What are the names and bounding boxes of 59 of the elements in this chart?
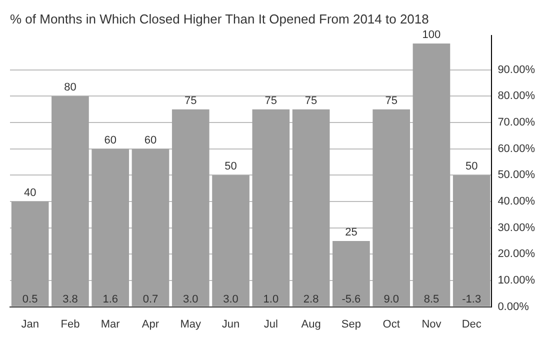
data-label: 75 xyxy=(264,94,278,107)
bar xyxy=(252,109,290,306)
y-tick-label: 10.00% xyxy=(498,274,536,286)
bar xyxy=(452,175,490,306)
x-tick-label: Nov xyxy=(422,318,442,330)
y-tick-label: 20.00% xyxy=(498,248,536,260)
data-label: 75 xyxy=(385,94,398,107)
annotation: 0.7 xyxy=(142,293,158,306)
x-tick-label: Apr xyxy=(142,318,160,330)
bar xyxy=(332,240,370,306)
bar xyxy=(92,148,130,306)
annotation: 3.0 xyxy=(223,293,238,306)
y-tick-label: 90.00% xyxy=(498,64,536,76)
x-tick-label: Aug xyxy=(301,318,321,330)
data-label: 60 xyxy=(144,134,157,146)
data-label: 75 xyxy=(304,94,318,107)
y-tick-label: 0.00% xyxy=(498,300,530,313)
annotation: -1.3 xyxy=(462,293,482,306)
x-tick-label: Oct xyxy=(382,318,400,330)
x-tick-label: Jan xyxy=(21,318,39,330)
data-label: 40 xyxy=(24,187,36,200)
y-tick-label: 80.00% xyxy=(498,90,536,102)
bar xyxy=(372,109,410,306)
x-tick-label: Jul xyxy=(264,318,278,330)
annotation: 3.0 xyxy=(182,293,198,306)
bar xyxy=(11,201,49,306)
y-tick-label: 70.00% xyxy=(498,116,536,129)
data-label: 75 xyxy=(184,94,197,107)
y-tick-label: 60.00% xyxy=(498,142,536,155)
annotation: 8.5 xyxy=(424,293,440,306)
annotation: 1.0 xyxy=(263,293,279,306)
bar xyxy=(132,148,170,306)
chart-title: % of Months in Which Closed Higher Than It Opened From 2014 to 2018 xyxy=(10,11,429,26)
data-label: 50 xyxy=(465,160,478,173)
data-label: 80 xyxy=(64,82,76,94)
y-tick-label: 30.00% xyxy=(498,222,536,234)
x-tick-label: Dec xyxy=(462,318,482,330)
annotation: 1.6 xyxy=(102,293,118,306)
x-tick-label: Mar xyxy=(100,318,120,330)
bar xyxy=(212,175,250,306)
x-tick-label: May xyxy=(180,318,202,330)
x-tick-label: Feb xyxy=(60,318,80,330)
annotation: 0.5 xyxy=(22,293,38,306)
annotation: 2.8 xyxy=(303,293,319,306)
annotation: -5.6 xyxy=(342,293,361,306)
x-tick-label: Jun xyxy=(222,318,240,330)
bar xyxy=(412,44,450,306)
data-label: 25 xyxy=(345,226,358,239)
data-label: 100 xyxy=(422,29,441,42)
data-label: 60 xyxy=(104,134,116,146)
bar xyxy=(172,109,210,306)
annotation: 3.8 xyxy=(62,293,78,306)
bar xyxy=(52,96,89,306)
annotation: 9.0 xyxy=(384,293,399,306)
y-tick-label: 50.00% xyxy=(498,169,536,182)
y-tick-label: 40.00% xyxy=(498,196,536,208)
bar xyxy=(292,109,330,306)
data-label: 50 xyxy=(224,160,237,173)
x-tick-label: Sep xyxy=(341,318,361,330)
